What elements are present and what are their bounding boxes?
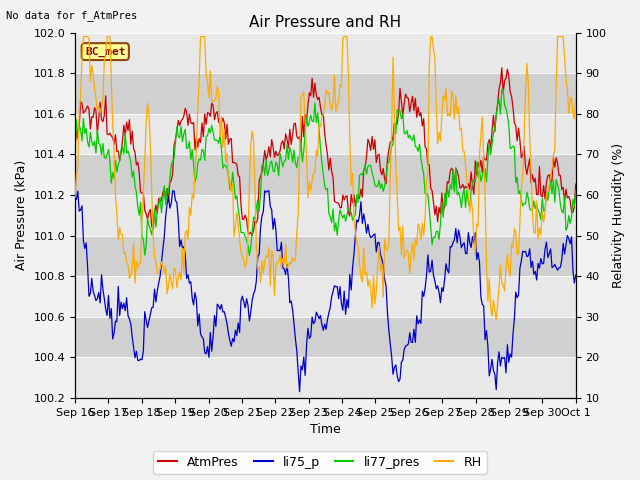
Y-axis label: Air Pressure (kPa): Air Pressure (kPa) <box>15 160 28 270</box>
Bar <box>75 195 576 236</box>
Title: Air Pressure and RH: Air Pressure and RH <box>250 15 401 30</box>
Bar <box>75 236 576 276</box>
Bar <box>75 33 576 73</box>
Bar <box>75 357 576 398</box>
Bar <box>75 73 576 114</box>
Bar <box>75 276 576 317</box>
Bar <box>75 114 576 155</box>
Text: BC_met: BC_met <box>85 47 125 57</box>
Bar <box>75 155 576 195</box>
Legend: AtmPres, li75_p, li77_pres, RH: AtmPres, li75_p, li77_pres, RH <box>154 451 486 474</box>
Y-axis label: Relativity Humidity (%): Relativity Humidity (%) <box>612 143 625 288</box>
X-axis label: Time: Time <box>310 423 340 436</box>
Bar <box>75 317 576 357</box>
Text: No data for f_AtmPres: No data for f_AtmPres <box>6 10 138 21</box>
